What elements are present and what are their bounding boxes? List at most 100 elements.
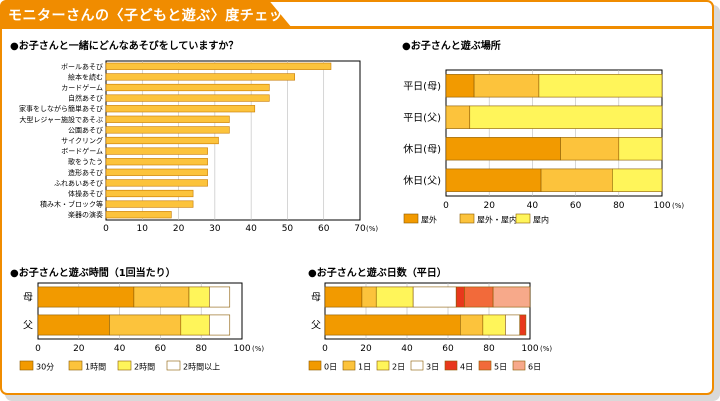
chart3-bar-segment (209, 286, 231, 308)
chart4-bar-segment (492, 286, 531, 308)
chart4-legend-swatch (444, 360, 458, 371)
chart4-tick-label: 80 (483, 344, 495, 354)
chart1-category-label: 積み木・ブロック等 (40, 200, 103, 209)
chart1-bar (105, 94, 270, 102)
page-title: モニターさんの〈子どもと遊ぶ〉度チェック (8, 8, 298, 24)
chart1-category-label: 自然あそび (68, 94, 103, 103)
chart3-tick-label: 40 (114, 344, 126, 354)
chart1-tick-label: 50 (282, 224, 294, 234)
chart4-legend-label: 1日 (358, 363, 371, 372)
chart2-bar-segment (445, 168, 542, 192)
chart1-tick-label: 0 (103, 224, 109, 234)
chart4-unit-label: (%) (540, 345, 552, 353)
chart1-bar (105, 168, 208, 176)
chart3-bar-segment (37, 314, 110, 336)
chart1-tick-label: 60 (318, 224, 330, 234)
chart3-legend-label: 30分 (36, 363, 54, 372)
chart3-bar-segment (109, 314, 182, 336)
title-underline (0, 26, 712, 29)
chart3-tick-label: 20 (73, 344, 85, 354)
chart1-category-label: 絵本を読む (68, 72, 103, 81)
chart4-category-label: 母 (311, 292, 321, 304)
chart1-category-label: 歌をうたう (68, 157, 103, 166)
chart3-legend-swatch (19, 360, 34, 371)
chart4-legend-label: 3日 (426, 363, 439, 372)
chart4-bar-segment (324, 314, 461, 336)
chart4-legend-swatch (512, 360, 526, 371)
chart1-category-label: 体操あそび (68, 189, 103, 198)
chart1-bar (105, 158, 208, 166)
chart3-bar-segment (133, 286, 190, 308)
chart2-bar-segment (469, 105, 663, 129)
chart4-tick-label: 20 (360, 344, 372, 354)
chart4-tick-label: 40 (401, 344, 413, 354)
chart3-legend-label: 2時間 (134, 363, 155, 372)
chart2-category-label: 平日(父) (403, 112, 441, 124)
chart3-tick-label: 100 (233, 344, 250, 354)
chart1-tick-label: 70 (354, 224, 366, 234)
chart1-bar (105, 105, 256, 113)
chart2-legend-label: 屋外 (421, 215, 437, 225)
chart1-category-label: ボードゲーム (61, 147, 103, 156)
chart2-tick-label: 40 (527, 201, 539, 211)
chart1-category-label: 楽器の演奏 (68, 210, 103, 219)
chart4-title: ●お子さんと遊ぶ日数（平日） (308, 266, 447, 279)
chart2-legend-swatch (403, 213, 419, 224)
chart1-bar (105, 73, 295, 81)
chart4-bar-segment (519, 314, 527, 336)
chart4-bar-segment (459, 314, 484, 336)
chart1-category-label: ボールあそび (61, 63, 103, 71)
chart3-tick-label: 80 (195, 344, 207, 354)
chart3-bar-segment (209, 314, 231, 336)
chart3-bar-segment (188, 286, 210, 308)
chart4-legend-label: 2日 (392, 363, 405, 372)
chart4-bar-segment (455, 286, 465, 308)
chart1-category-label: ふれあいあそび (54, 179, 103, 187)
chart1-bar (105, 211, 172, 219)
chart1-bar (105, 189, 194, 198)
chart3-title: ●お子さんと遊ぶ時間（1回当たり） (10, 266, 176, 279)
chart2-tick-label: 20 (483, 201, 495, 211)
chart4-tick-label: 100 (521, 344, 538, 354)
chart1-bar (105, 200, 194, 208)
chart2-bar-segment (612, 168, 663, 192)
chart2-tick-label: 80 (613, 201, 625, 211)
chart2-tick-label: 60 (570, 201, 582, 211)
chart3-legend-label: 2時間以上 (183, 363, 220, 372)
chart1-category-label: 公園あそび (68, 126, 103, 134)
chart2-unit-label: (%) (672, 202, 684, 210)
chart4-bar-segment (361, 286, 377, 308)
chart1-unit-label: (%) (366, 225, 378, 233)
chart1-bar (105, 62, 332, 70)
chart1-bar (105, 136, 219, 145)
chart3-legend-swatch (117, 360, 132, 371)
chart3-category-label: 父 (23, 320, 33, 332)
chart4-bar-segment (412, 286, 457, 308)
chart3-bar-segment (180, 314, 210, 336)
chart3-category-label: 母 (23, 292, 33, 304)
chart4-legend-label: 4日 (460, 363, 473, 372)
chart3-legend-label: 1時間 (85, 363, 106, 372)
chart1-category-label: 造形あそび (68, 168, 103, 177)
chart4-legend-swatch (376, 360, 390, 371)
chart1-tick-label: 10 (137, 224, 149, 234)
chart1-category-label: 大型レジャー施設であそぶ (19, 115, 103, 124)
chart1-bar (105, 126, 230, 134)
chart2-category-label: 休日(父) (403, 175, 441, 187)
chart1-bar (105, 115, 230, 123)
title-tab (0, 0, 292, 28)
chart2-category-label: 平日(母) (403, 80, 441, 92)
chart2-title: ●お子さんと遊ぶ場所 (402, 39, 501, 52)
chart2-bar-segment (445, 137, 561, 161)
chart2-bar-segment (618, 137, 663, 161)
chart4-legend-swatch (478, 360, 492, 371)
chart2-legend-swatch (459, 213, 475, 224)
chart4-bar-segment (482, 314, 506, 336)
chart1-bar (105, 147, 208, 155)
chart1-category-label: カードゲーム (61, 83, 103, 92)
chart2-legend-swatch (515, 213, 531, 224)
chart2-tick-label: 100 (653, 201, 670, 211)
chart1-tick-label: 30 (209, 224, 221, 234)
chart1-category-label: 家事をしながら簡単あそび (19, 104, 103, 113)
chart4-bar-segment (324, 286, 363, 308)
